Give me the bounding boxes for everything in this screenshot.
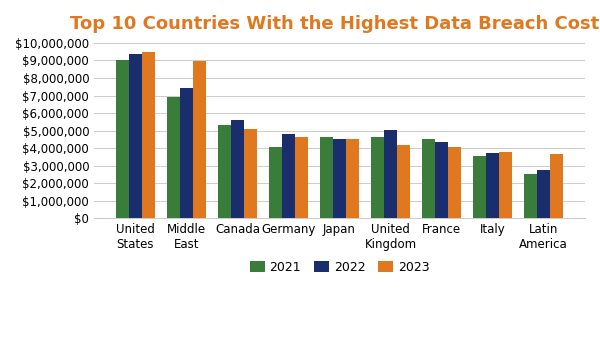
Bar	[397, 145, 410, 218]
Bar	[295, 137, 308, 218]
Bar	[384, 130, 397, 218]
Bar	[371, 137, 384, 218]
Bar	[129, 54, 142, 218]
Title: Top 10 Countries With the Highest Data Breach Costs: Top 10 Countries With the Highest Data B…	[70, 15, 600, 33]
Bar	[116, 60, 129, 218]
Bar	[218, 125, 231, 218]
Bar	[142, 52, 155, 218]
Bar	[448, 147, 461, 218]
Bar	[435, 142, 448, 218]
Legend: 2021, 2022, 2023: 2021, 2022, 2023	[245, 256, 434, 279]
Bar	[231, 120, 244, 218]
Bar	[167, 97, 180, 218]
Bar	[550, 154, 563, 218]
Bar	[282, 134, 295, 218]
Bar	[486, 153, 499, 218]
Bar	[333, 139, 346, 218]
Bar	[193, 61, 206, 218]
Bar	[473, 156, 486, 218]
Bar	[499, 152, 512, 218]
Bar	[269, 147, 282, 218]
Bar	[537, 170, 550, 218]
Bar	[244, 129, 257, 218]
Bar	[422, 139, 435, 218]
Bar	[524, 174, 537, 218]
Bar	[180, 88, 193, 218]
Bar	[320, 137, 333, 218]
Bar	[346, 139, 359, 218]
